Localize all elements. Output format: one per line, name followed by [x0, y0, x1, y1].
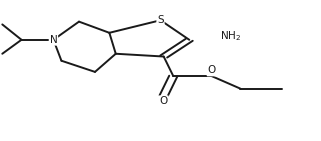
Text: NH$_2$: NH$_2$ — [220, 29, 241, 43]
Text: O: O — [207, 66, 216, 75]
Text: O: O — [160, 96, 168, 106]
Text: S: S — [157, 15, 164, 25]
Text: N: N — [49, 35, 57, 45]
